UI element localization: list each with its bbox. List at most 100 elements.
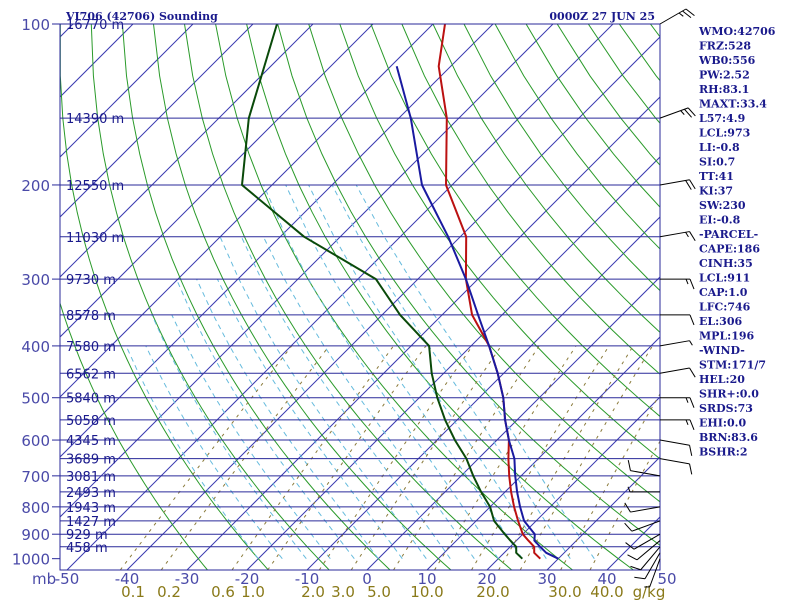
mixing-ratio-label: 5.0: [367, 583, 391, 600]
mixing-ratio-line: [267, 345, 427, 570]
isotherm-line: [60, 24, 554, 518]
sounding-index: LFC:746: [699, 301, 751, 314]
height-label: 2493 m: [66, 486, 116, 501]
sounding-index: LCL:911: [699, 272, 750, 285]
mixing-ratio-line: [393, 345, 540, 570]
height-label: 5058 m: [66, 414, 116, 429]
isotherm-line: [246, 156, 660, 570]
isotherm-line: [60, 24, 194, 158]
temperature-tick-label: 50: [657, 570, 676, 588]
wind-barb: [630, 546, 661, 571]
height-label: 14390 m: [66, 112, 124, 127]
pressure-tick-label: 900: [21, 526, 50, 544]
wind-barb: [660, 278, 695, 290]
isotherm-line: [60, 24, 314, 278]
sounding-index: EHI:0.0: [699, 417, 746, 430]
moist-adiabat-line: [262, 236, 475, 559]
height-label: 1943 m: [66, 501, 116, 516]
moist-adiabat-line: [196, 278, 379, 560]
wind-barb: [627, 540, 661, 561]
wind-barb: [659, 458, 693, 475]
sounding-index: STM:171/7: [699, 359, 766, 372]
mixing-ratio-line: [231, 345, 394, 570]
mixing-ratio-label: g/kg: [633, 583, 666, 600]
sounding-index: TT:41: [699, 170, 734, 183]
parcel-trace: [395, 66, 559, 560]
wind-barb: [659, 439, 693, 456]
mixing-ratio-line: [589, 440, 660, 570]
plot-background: [60, 24, 660, 570]
sounding-index: KI:37: [699, 185, 733, 198]
dry-adiabat-line: [60, 24, 269, 570]
moist-adiabat-line: [216, 278, 403, 559]
height-label: 3689 m: [66, 453, 116, 468]
isotherm-line: [426, 336, 660, 570]
wind-barb: [627, 459, 661, 477]
wind-barb: [660, 419, 695, 431]
pressure-tick-label: 600: [21, 432, 50, 450]
sounding-index: SHR+:0.0: [699, 388, 759, 401]
pressure-tick-label: 500: [21, 390, 50, 408]
temperature-tick-label: -30: [175, 570, 200, 588]
sounding-index: FRZ:528: [699, 40, 751, 53]
wind-barb: [659, 231, 696, 241]
wind-barb: [625, 533, 661, 550]
dry-adiabat-line: [215, 24, 573, 570]
dry-adiabat-line: [370, 24, 660, 418]
pressure-tick-label: 100: [21, 16, 50, 34]
height-label: 929 m: [66, 528, 108, 543]
mixing-ratio-line: [560, 392, 660, 570]
mixing-ratio-label: 40.0: [590, 583, 623, 600]
isotherm-line: [546, 456, 660, 570]
moist-adiabat-line: [219, 236, 427, 559]
temperature-tick-label: 30: [537, 570, 556, 588]
height-label: 16770 m: [66, 18, 124, 33]
sounding-index: SI:0.7: [699, 156, 735, 169]
mixing-ratio-line: [350, 345, 502, 570]
sounding-index: PW:2.52: [699, 69, 750, 82]
dry-adiabat-line: [432, 24, 660, 334]
sounding-index: BSHR:2: [699, 446, 748, 459]
sounding-index: BRN:83.6: [699, 431, 758, 444]
wind-barb: [634, 552, 661, 580]
height-label: 12550 m: [66, 179, 124, 194]
sounding-index: EL:306: [699, 315, 742, 328]
moist-adiabat-line: [175, 278, 355, 560]
dry-adiabat-line: [121, 24, 391, 570]
dry-adiabat-line: [246, 24, 634, 570]
station-title: VI706 (42706) Sounding: [65, 10, 218, 23]
sounding-index: SW:230: [699, 199, 746, 212]
wind-barb: [624, 520, 661, 532]
isotherm-line: [126, 36, 660, 570]
moist-adiabat-line: [355, 184, 595, 559]
mixing-ratio-line: [160, 345, 330, 570]
sounding-index: MAXT:33.4: [699, 98, 767, 111]
isotherm-line: [60, 24, 494, 458]
moist-adiabat-line: [308, 184, 547, 559]
mixing-ratio-label: 2.0: [301, 583, 325, 600]
moist-adiabat-line: [285, 184, 523, 559]
sounding-index: -WIND-: [699, 344, 745, 357]
pressure-unit-label: mb: [32, 570, 56, 588]
sounding-index: RH:83.1: [699, 83, 749, 96]
temperature-tick-label: 10: [417, 570, 436, 588]
height-label: 7580 m: [66, 340, 116, 355]
temperature-tick-label: 20: [477, 570, 496, 588]
isotherm-line: [486, 396, 660, 570]
dry-adiabat-line: [463, 24, 660, 292]
height-label: 1427 m: [66, 515, 116, 530]
height-label: 3081 m: [66, 470, 116, 485]
dry-adiabat-line: [153, 24, 452, 570]
sounding-index: CINH:35: [699, 257, 753, 270]
wind-barb: [644, 558, 661, 588]
temperature-tick-label: 40: [597, 570, 616, 588]
temperature-tick-label: -10: [295, 570, 320, 588]
temperature-tick-label: -50: [55, 570, 80, 588]
mixing-ratio-label: 0.1: [121, 583, 145, 600]
mixing-ratio-label: 1.0: [241, 583, 265, 600]
sounding-index: HEL:20: [699, 373, 745, 386]
dry-adiabat-line: [60, 301, 208, 570]
dry-adiabat-line: [494, 24, 660, 250]
isotherm-line: [66, 24, 614, 570]
wind-barb: [659, 367, 696, 378]
